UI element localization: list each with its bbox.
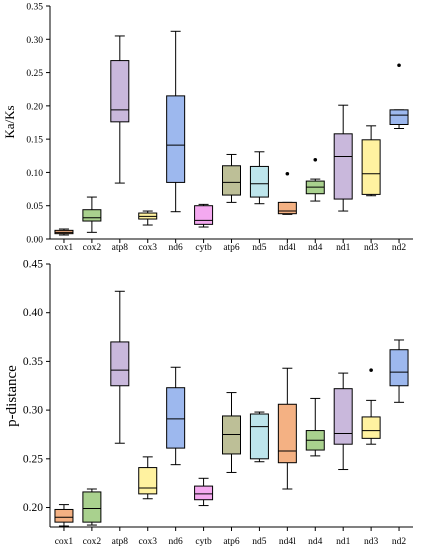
box-nd2: [389, 109, 409, 125]
x-tick-label-nd3: nd3: [364, 537, 379, 547]
x-tick-label-cytb: cytb: [195, 537, 212, 547]
outlier-point-nd4l: [285, 171, 290, 176]
y-tick-label: 0.35: [26, 3, 43, 13]
y-tick-label: 0.25: [23, 453, 43, 465]
x-tick-label-nd4l: nd4l: [279, 537, 296, 547]
outlier-point-nd4: [313, 157, 318, 162]
x-tick-label-nd1: nd1: [336, 537, 351, 547]
x-tick-label-nd4: nd4: [308, 243, 323, 253]
x-tick-label-cox2: cox2: [83, 243, 102, 253]
x-tick-label-atp6: atp6: [223, 243, 240, 253]
box-nd1: [333, 388, 353, 445]
y-tick-label: 0.20: [26, 102, 43, 112]
box-nd4l: [277, 201, 297, 215]
x-tick-label-nd6: nd6: [169, 537, 184, 547]
p-distance-y-axis-label: p-distance: [4, 365, 20, 427]
box-cytb: [194, 485, 214, 501]
y-tick-label: 0.05: [26, 202, 43, 212]
box-nd2: [389, 349, 409, 387]
box-nd5: [249, 413, 269, 460]
box-nd4l: [277, 403, 297, 464]
box-nd6: [166, 387, 186, 449]
x-tick-label-cytb: cytb: [195, 243, 212, 253]
x-tick-label-nd3: nd3: [364, 243, 379, 253]
x-tick-label-nd6: nd6: [169, 243, 184, 253]
box-nd6: [166, 95, 186, 183]
x-tick-label-nd5: nd5: [252, 243, 267, 253]
y-tick-label: 0.15: [26, 136, 43, 146]
box-cox3: [138, 467, 158, 495]
box-nd1: [333, 133, 353, 200]
box-nd3: [361, 139, 381, 195]
y-tick-label: 0.20: [23, 502, 43, 514]
box-atp8: [110, 60, 130, 123]
x-tick-label-nd1: nd1: [336, 243, 351, 253]
box-atp6: [222, 165, 241, 196]
x-tick-label-cox3: cox3: [138, 243, 157, 253]
box-cox2: [82, 209, 102, 222]
x-tick-label-cox3: cox3: [138, 537, 157, 547]
box-atp8: [110, 341, 130, 387]
x-tick-label-cox2: cox2: [83, 537, 102, 547]
x-tick-label-atp6: atp6: [223, 537, 240, 547]
kaks-box-plot-panel: Ka/Ks 0.00 0.05 0.10 0.15 0.20 0.25 0.30 0.35 co…: [2, 3, 413, 253]
box-cox1: [54, 508, 74, 523]
y-tick-label: 0.25: [26, 69, 43, 79]
p-distance-box-plot-panel: p-distance 0.20 0.25 0.30 0.35 0.40 0.45 cox1 c…: [4, 259, 413, 547]
x-tick-label-nd4: nd4: [308, 537, 323, 547]
outlier-point-nd3: [369, 368, 373, 372]
x-tick-label-cox1: cox1: [55, 537, 74, 547]
y-tick-label: 0.10: [26, 169, 43, 179]
y-tick-label: 0.40: [23, 307, 43, 319]
box-cox2: [82, 491, 102, 523]
x-tick-label-nd2: nd2: [392, 537, 407, 547]
box-cytb: [194, 205, 214, 225]
y-tick-label: 0.30: [26, 36, 43, 46]
x-tick-label-atp8: atp8: [112, 537, 129, 547]
y-tick-label: 0.30: [23, 405, 43, 417]
x-tick-label-nd5: nd5: [252, 537, 267, 547]
box-nd5: [249, 165, 269, 198]
x-tick-label-nd4l: nd4l: [279, 243, 296, 253]
kaks-y-axis-label: Ka/Ks: [2, 105, 17, 138]
box-nd3: [361, 416, 381, 439]
x-tick-label-nd2: nd2: [392, 243, 407, 253]
y-tick-label: 0.35: [23, 356, 43, 368]
outlier-point-nd2: [397, 63, 401, 68]
y-tick-label: 0.00: [26, 236, 43, 246]
x-tick-label-cox1: cox1: [55, 243, 74, 253]
y-tick-label: 0.45: [23, 259, 43, 271]
x-tick-label-atp8: atp8: [112, 243, 129, 253]
